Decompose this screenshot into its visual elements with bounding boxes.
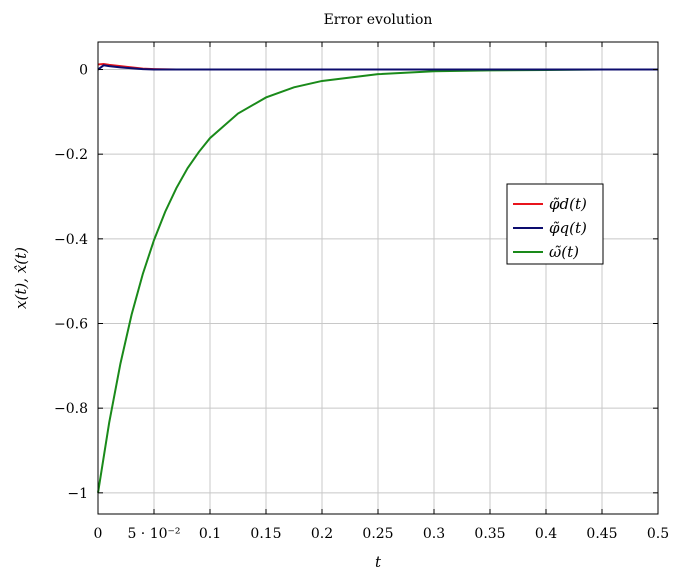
x-tick-label: 0.25: [362, 526, 393, 542]
series-line-2: [97, 68, 658, 493]
y-tick-label: 0: [79, 63, 88, 79]
legend: φ̃d(t) φ̃q(t) ω̃(t): [506, 183, 604, 265]
series-lines: [97, 63, 658, 493]
x-tick-label: 0.15: [250, 526, 281, 542]
series-line-1: [97, 64, 658, 71]
x-tick-label: 0.1: [199, 526, 221, 542]
y-tick-label: −0.4: [54, 232, 88, 248]
y-tick-label: −0.6: [54, 317, 88, 333]
y-tick-labels: 0 −0.2 −0.4 −0.6 −0.8 −1: [54, 63, 88, 502]
x-tick-label: 0: [94, 526, 103, 542]
x-tick-label: 5 · 10⁻²: [127, 526, 180, 542]
y-tick-label: −1: [67, 486, 88, 502]
x-tick-label: 0.35: [474, 526, 505, 542]
y-tick-label: −0.2: [54, 147, 88, 163]
grid: [97, 42, 659, 514]
chart-title: Error evolution: [324, 12, 433, 28]
x-tick-label: 0.3: [423, 526, 445, 542]
x-tick-label: 0.45: [586, 526, 617, 542]
y-axis-label: x(t), x̂(t): [12, 247, 30, 309]
legend-label-0: φ̃d(t): [549, 195, 587, 213]
x-tick-label: 0.5: [647, 526, 669, 542]
x-tick-labels: 0 5 · 10⁻² 0.1 0.15 0.2 0.25 0.3 0.35 0.4 0.45 0.5: [94, 526, 670, 542]
x-tick-label: 0.4: [535, 526, 557, 542]
axis-ticks: [97, 42, 659, 514]
y-tick-label: −0.8: [54, 401, 88, 417]
legend-label-2: ω̃(t): [549, 243, 579, 261]
x-tick-label: 0.2: [311, 526, 333, 542]
legend-label-1: φ̃q(t): [549, 219, 587, 237]
x-axis-label: t: [375, 553, 382, 571]
legend-box: [506, 183, 604, 265]
